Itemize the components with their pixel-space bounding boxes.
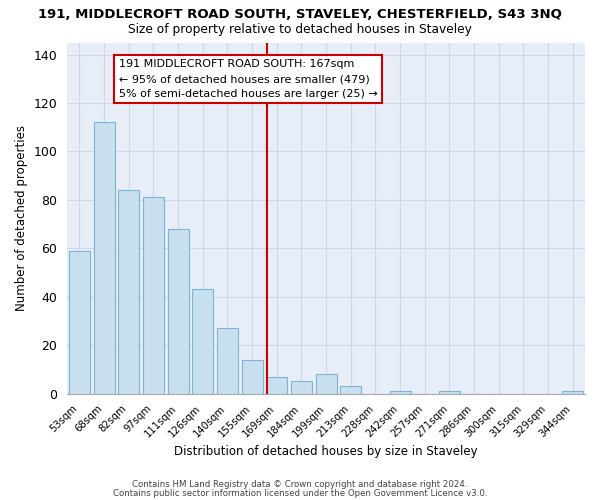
Bar (291, 382, 312, 394)
Text: 191, MIDDLECROFT ROAD SOUTH, STAVELEY, CHESTERFIELD, S43 3NQ: 191, MIDDLECROFT ROAD SOUTH, STAVELEY, C… (38, 8, 562, 20)
Bar (94, 122, 115, 394)
Bar (118, 190, 139, 394)
Bar (217, 328, 238, 394)
X-axis label: Distribution of detached houses by size in Staveley: Distribution of detached houses by size … (174, 444, 478, 458)
Bar (69, 250, 90, 394)
Bar (266, 376, 287, 394)
Text: 191 MIDDLECROFT ROAD SOUTH: 167sqm
← 95% of detached houses are smaller (479)
5%: 191 MIDDLECROFT ROAD SOUTH: 167sqm ← 95%… (119, 60, 377, 99)
Bar (439, 391, 460, 394)
Bar (167, 229, 188, 394)
Text: Size of property relative to detached houses in Staveley: Size of property relative to detached ho… (128, 22, 472, 36)
Bar (242, 360, 263, 394)
Bar (340, 386, 361, 394)
Bar (562, 391, 583, 394)
Y-axis label: Number of detached properties: Number of detached properties (15, 125, 28, 311)
Bar (389, 391, 410, 394)
Bar (192, 290, 213, 394)
Bar (143, 198, 164, 394)
Text: Contains public sector information licensed under the Open Government Licence v3: Contains public sector information licen… (113, 488, 487, 498)
Bar (316, 374, 337, 394)
Text: Contains HM Land Registry data © Crown copyright and database right 2024.: Contains HM Land Registry data © Crown c… (132, 480, 468, 489)
